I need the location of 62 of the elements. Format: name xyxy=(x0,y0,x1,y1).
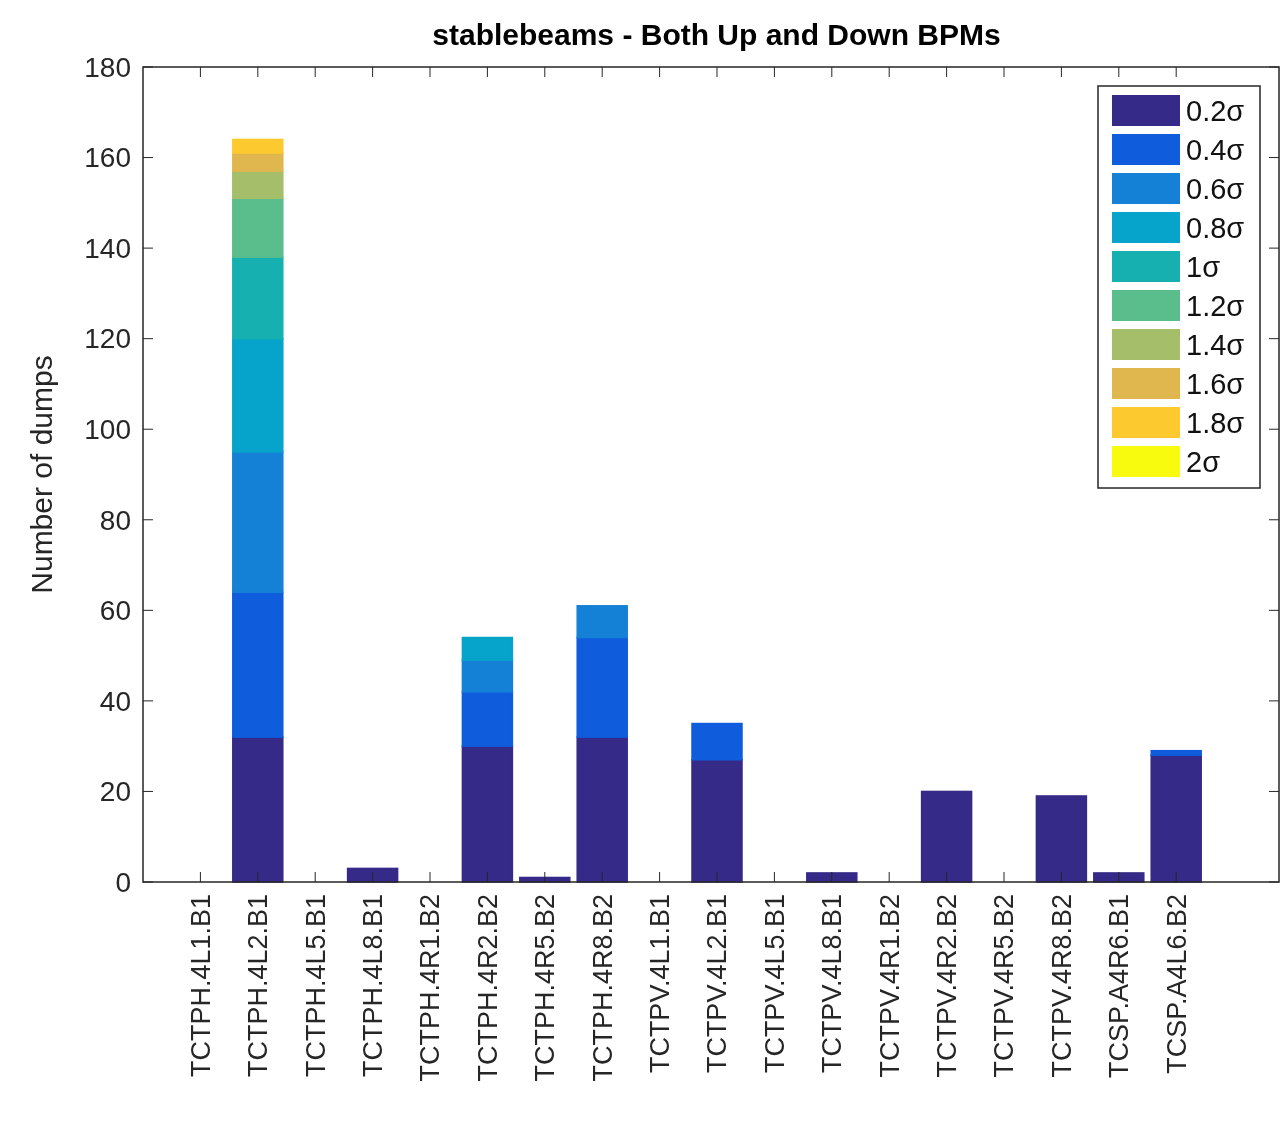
bar xyxy=(1035,795,1088,883)
bar xyxy=(232,197,284,258)
bar xyxy=(1150,749,1202,756)
x-tick-label: TCTPV.4L5.B1 xyxy=(759,894,790,1074)
y-tick-label: 40 xyxy=(99,685,131,717)
bar xyxy=(920,790,973,883)
legend-label: 1.8σ xyxy=(1186,407,1245,440)
bar xyxy=(461,636,514,661)
legend-label: 1σ xyxy=(1186,251,1221,284)
y-tick-label: 160 xyxy=(84,142,131,174)
x-tick-label: TCTPH.4L5.B1 xyxy=(300,894,331,1078)
x-tick-label: TCTPH.4R8.B2 xyxy=(587,894,618,1082)
x-tick-label: TCSP.A4L6.B2 xyxy=(1161,894,1192,1074)
bar xyxy=(232,256,284,340)
x-tick-label: TCTPH.4R2.B2 xyxy=(472,894,503,1082)
bar xyxy=(576,636,628,738)
legend-label: 0.4σ xyxy=(1186,134,1245,167)
legend-label: 2σ xyxy=(1186,446,1221,479)
y-tick-label: 100 xyxy=(84,414,131,446)
legend-label: 1.4σ xyxy=(1186,329,1245,362)
x-tick-label: TCTPV.4R2.B2 xyxy=(932,894,963,1078)
y-tick-label: 120 xyxy=(84,323,131,355)
bar xyxy=(232,170,284,200)
x-tick-label: TCTPV.4L1.B1 xyxy=(645,894,676,1074)
y-tick-label: 60 xyxy=(99,595,131,627)
y-tick-label: 20 xyxy=(99,776,131,808)
bar xyxy=(1150,754,1202,883)
legend-label: 0.2σ xyxy=(1186,95,1245,128)
x-tick-label: TCTPV.4L2.B1 xyxy=(702,894,733,1074)
x-tick-label: TCTPV.4L8.B1 xyxy=(817,894,848,1074)
bar xyxy=(232,337,284,453)
x-tick-label: TCSP.A4R6.B1 xyxy=(1104,894,1135,1079)
y-tick-label: 0 xyxy=(115,866,131,898)
x-tick-label: TCTPH.4R5.B2 xyxy=(530,894,561,1082)
y-tick-label: 180 xyxy=(84,51,131,83)
x-tick-label: TCTPV.4R8.B2 xyxy=(1046,894,1077,1078)
bar xyxy=(232,736,284,883)
x-tick-label: TCTPH.4L1.B1 xyxy=(185,894,216,1078)
y-tick-label: 140 xyxy=(84,232,131,264)
bar xyxy=(691,759,743,883)
x-tick-label: TCTPV.4R1.B2 xyxy=(874,894,905,1078)
x-tick-label: TCTPV.4R5.B2 xyxy=(989,894,1020,1078)
y-axis-title: Number of dumps xyxy=(25,355,58,594)
bar xyxy=(576,736,628,883)
x-tick-label: TCTPH.4R1.B2 xyxy=(415,894,446,1082)
chart-title: stablebeams - Both Up and Down BPMs xyxy=(432,18,1001,51)
bar xyxy=(232,152,284,172)
x-tick-label: TCTPH.4L8.B1 xyxy=(358,894,389,1078)
bar xyxy=(232,451,284,593)
legend-label: 0.8σ xyxy=(1186,212,1245,245)
legend-label: 0.6σ xyxy=(1186,173,1245,206)
bar xyxy=(691,722,743,761)
legend-label: 1.2σ xyxy=(1186,290,1245,323)
bar xyxy=(232,138,284,154)
bar xyxy=(232,591,284,738)
x-tick-label: TCTPH.4L2.B1 xyxy=(243,894,274,1078)
legend-label: 1.6σ xyxy=(1186,368,1245,401)
bar xyxy=(461,659,514,693)
bar xyxy=(576,605,628,639)
y-tick-label: 80 xyxy=(99,504,131,536)
bar xyxy=(461,745,514,883)
bar xyxy=(461,691,514,747)
